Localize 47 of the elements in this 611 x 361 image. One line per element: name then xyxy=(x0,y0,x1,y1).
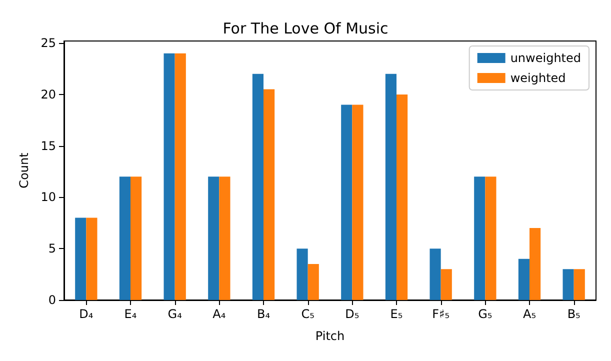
y-axis-title: Count xyxy=(16,152,31,188)
x-tick-label: F♯₅ xyxy=(432,307,450,321)
y-tick-label: 20 xyxy=(40,87,56,102)
bar xyxy=(219,176,230,300)
x-tick-label: E₅ xyxy=(390,307,403,321)
x-tick-label: C₅ xyxy=(301,307,315,321)
bar xyxy=(440,269,452,300)
bar xyxy=(264,89,275,300)
bar xyxy=(252,74,264,300)
x-tick-label: A₅ xyxy=(522,307,536,321)
y-tick-label: 5 xyxy=(48,242,56,256)
bar xyxy=(562,269,574,300)
x-tick-label: G₄ xyxy=(168,307,182,321)
x-tick-label: E₄ xyxy=(124,307,137,321)
bar xyxy=(296,248,308,300)
bar xyxy=(86,218,98,300)
bar xyxy=(530,228,541,300)
bar xyxy=(474,176,486,300)
legend-label: unweighted xyxy=(510,51,581,65)
bar xyxy=(518,258,530,300)
y-tick-label: 10 xyxy=(40,190,56,204)
x-axis-title: Pitch xyxy=(315,329,345,343)
bar xyxy=(574,269,585,300)
bar xyxy=(164,53,175,300)
bar xyxy=(396,94,408,300)
x-tick-label: D₄ xyxy=(79,307,94,321)
bar xyxy=(385,74,396,300)
bar xyxy=(430,248,441,300)
bar xyxy=(130,176,142,300)
x-tick-label: A₄ xyxy=(212,307,226,321)
x-tick-label: G₅ xyxy=(478,307,492,321)
bar xyxy=(341,104,352,300)
x-tick-label: D₅ xyxy=(345,307,360,321)
bar xyxy=(208,176,220,300)
y-tick-label: 0 xyxy=(48,293,56,307)
x-tick-label: B₅ xyxy=(567,307,581,321)
y-tick-label: 15 xyxy=(40,138,56,153)
bar xyxy=(352,104,364,300)
y-tick-label: 25 xyxy=(40,36,56,50)
bar xyxy=(485,176,496,300)
bar xyxy=(308,264,319,300)
x-tick-label: B₄ xyxy=(256,307,270,321)
chart-title: For The Love Of Music xyxy=(222,20,388,38)
bar xyxy=(119,176,130,300)
bar xyxy=(75,218,86,300)
bar xyxy=(174,53,186,300)
legend-label: weighted xyxy=(510,71,566,85)
